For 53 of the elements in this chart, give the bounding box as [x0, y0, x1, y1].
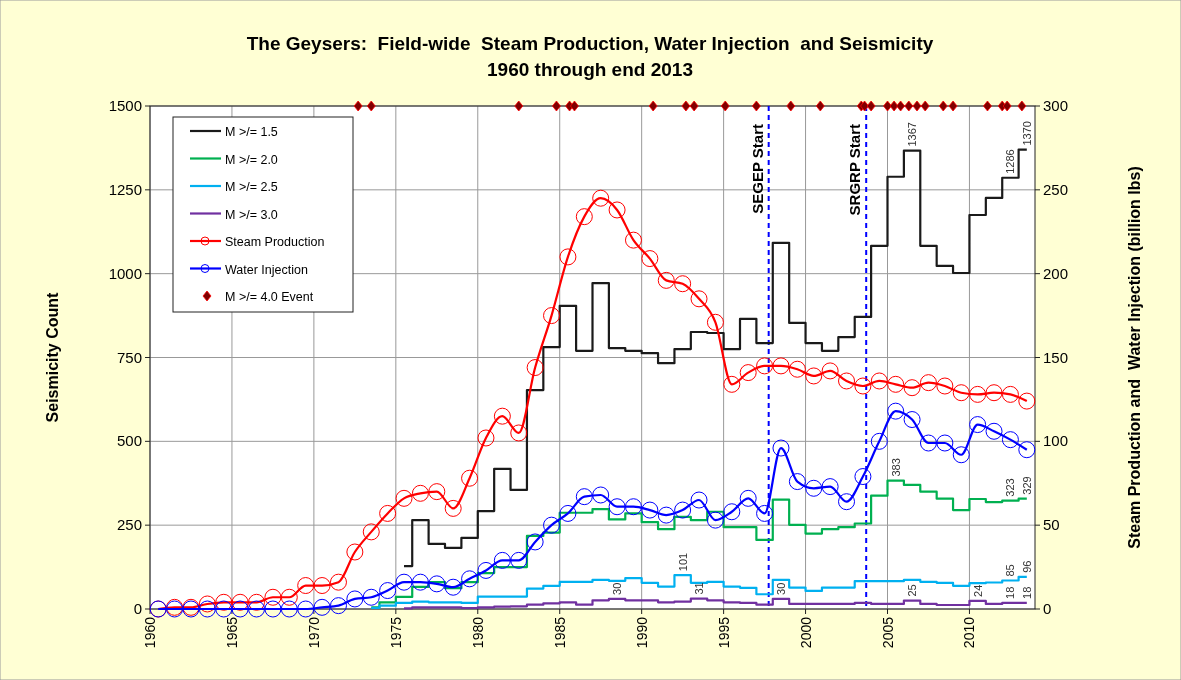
x-tick-label: 1980 [469, 616, 486, 649]
data-label: 1367 [906, 122, 919, 147]
y-tick-label: 0 [133, 600, 142, 617]
data-label: 329 [1020, 476, 1033, 495]
legend-label: M >/= 4.0 Event [225, 290, 314, 304]
y2-tick-label: 100 [1043, 432, 1069, 450]
data-label: 31 [693, 582, 706, 595]
data-label: 30 [611, 582, 624, 595]
legend-label: M >/= 1.5 [225, 125, 278, 139]
x-tick-label: 1985 [551, 616, 568, 649]
y2-tick-label: 300 [1043, 97, 1069, 114]
y-tick-label: 750 [116, 348, 142, 366]
data-label: 383 [889, 458, 902, 477]
x-tick-label: 1960 [142, 616, 158, 649]
data-label: 18 [1004, 586, 1017, 599]
y-tick-label: 1500 [108, 97, 142, 114]
y2-tick-label: 50 [1043, 516, 1060, 534]
data-label: 85 [1004, 564, 1017, 577]
x-tick-label: 2005 [879, 616, 896, 649]
data-label: 1286 [1004, 149, 1017, 174]
legend-label: Steam Production [225, 235, 325, 249]
y2-axis-title: Steam Production and Water Injection (billion lbs) [1126, 166, 1143, 549]
data-label: 30 [774, 582, 787, 595]
data-label: 24 [971, 584, 984, 597]
y-tick-label: 500 [116, 432, 142, 450]
y2-tick-label: 0 [1043, 600, 1052, 617]
x-tick-label: 1995 [715, 616, 732, 649]
data-label: 18 [1020, 586, 1033, 599]
ref-line-label: SRGRP Start [846, 124, 864, 216]
data-label: 323 [1004, 478, 1017, 497]
y2-tick-label: 250 [1043, 180, 1069, 198]
chart-title: The Geysers: Field-wide Steam Production, Water Injection and Seismicity 1960 through end 2013 [246, 33, 934, 80]
ref-line-label: SEGEP Start [748, 124, 766, 214]
y2-tick-label: 150 [1043, 348, 1069, 366]
x-tick-label: 1975 [387, 616, 404, 649]
data-label: 96 [1020, 560, 1033, 573]
data-label: 101 [676, 552, 689, 572]
y-tick-label: 1250 [108, 180, 142, 198]
y2-tick-label: 200 [1043, 264, 1069, 282]
y-axis-title: Seismicity Count [44, 291, 61, 423]
legend-label: M >/= 2.0 [225, 152, 278, 167]
x-tick-label: 2010 [961, 616, 978, 649]
x-tick-label: 1965 [223, 616, 240, 649]
legend-label: M >/= 3.0 [225, 207, 278, 222]
y-tick-label: 1000 [108, 264, 142, 282]
data-label: 25 [906, 584, 919, 597]
x-tick-label: 2000 [797, 616, 814, 649]
legend-label: Water Injection [225, 262, 308, 277]
y-tick-label: 250 [116, 516, 142, 534]
data-label: 1370 [1020, 121, 1033, 146]
legend-label: M >/= 2.5 [225, 180, 278, 194]
x-tick-label: 1970 [305, 616, 322, 649]
x-tick-label: 1990 [633, 616, 650, 649]
